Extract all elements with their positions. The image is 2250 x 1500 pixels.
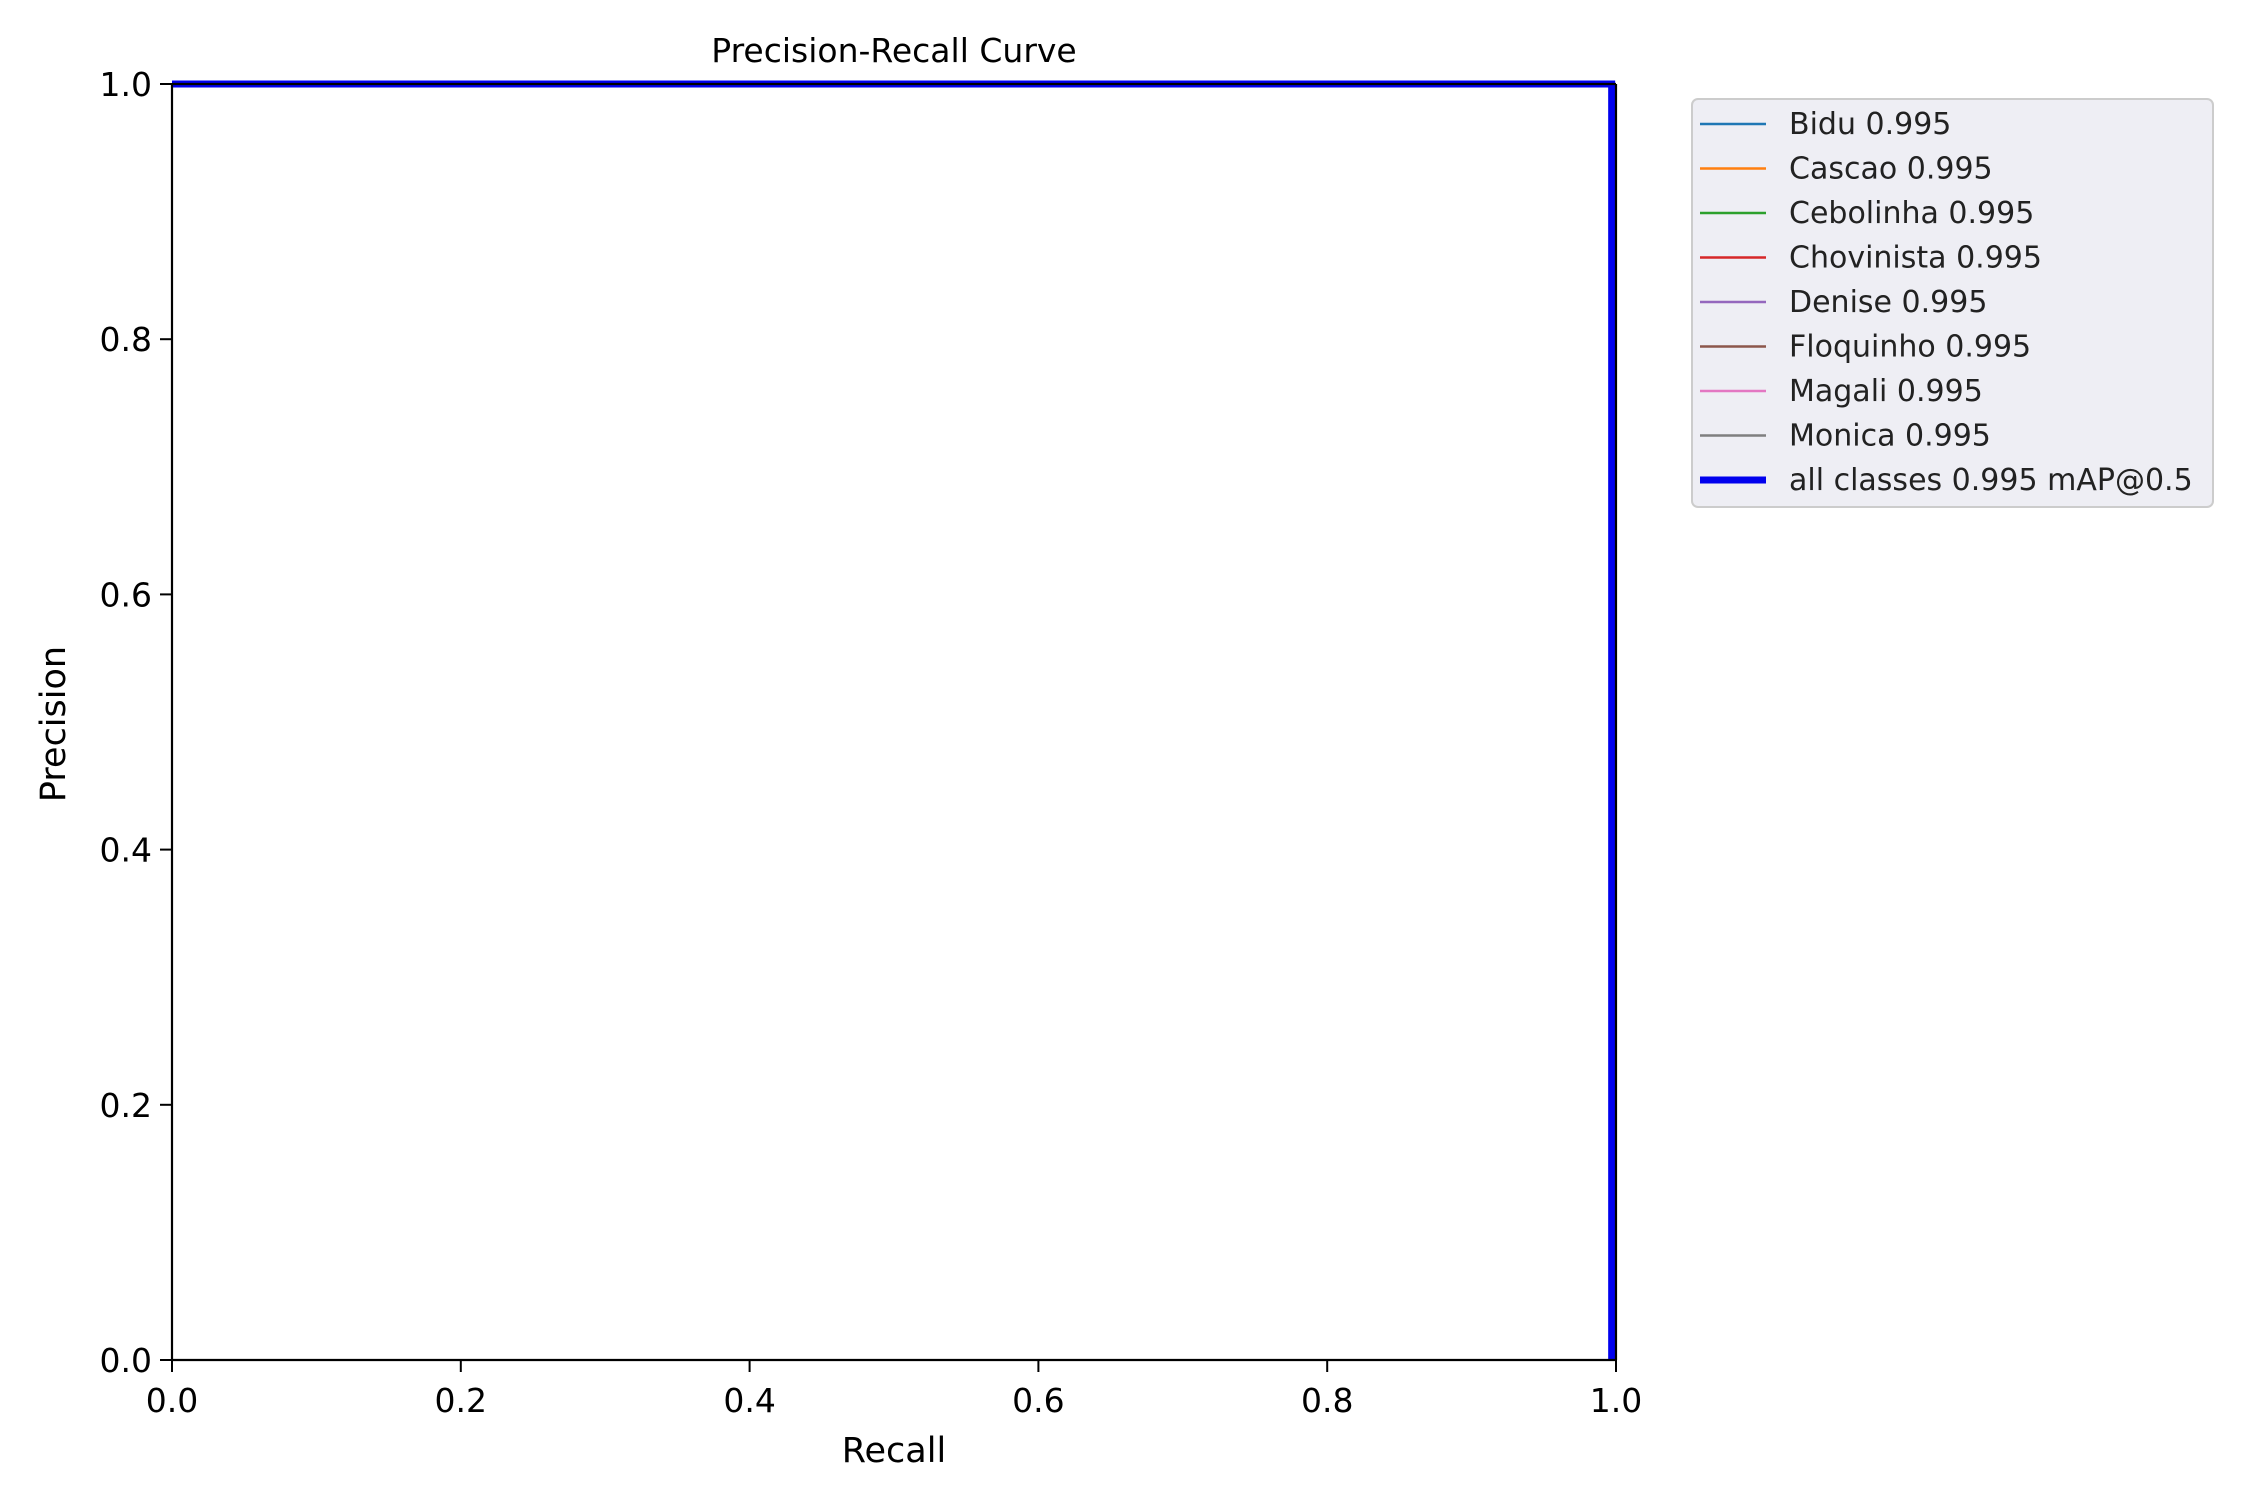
- legend-items: Bidu 0.995 Cascao 0.995 Cebolinha 0.995 Cho…: [1700, 107, 2193, 498]
- legend-box: [1691, 98, 2214, 508]
- y-axis-title: Precision: [34, 646, 74, 802]
- legend-label: Cebolinha 0.995: [1789, 196, 2034, 231]
- x-tick-label: 0.6: [1012, 1381, 1064, 1420]
- x-tick-label: 0.8: [1301, 1381, 1353, 1420]
- legend-label: Cascao 0.995: [1789, 152, 1993, 187]
- legend-label: Floquinho 0.995: [1789, 330, 2031, 365]
- legend-label: Denise 0.995: [1789, 285, 1987, 320]
- x-tick-label: 0.2: [435, 1381, 487, 1420]
- x-tick-label: 0.0: [146, 1381, 198, 1420]
- legend-label: Magali 0.995: [1789, 374, 1983, 409]
- x-tick-label: 1.0: [1590, 1381, 1642, 1420]
- legend-label: Chovinista 0.995: [1789, 241, 2042, 276]
- legend-label: all classes 0.995 mAP@0.5: [1789, 463, 2193, 498]
- x-tick-label: 0.4: [723, 1381, 775, 1420]
- y-tick-label: 0.0: [100, 1341, 152, 1380]
- legend: Bidu 0.995 Cascao 0.995 Cebolinha 0.995 Cho…: [1691, 98, 2214, 508]
- y-tick-label: 0.2: [100, 1086, 152, 1125]
- y-tick-label: 0.4: [100, 831, 152, 870]
- legend-label: Bidu 0.995: [1789, 107, 1951, 142]
- legend-label: Monica 0.995: [1789, 419, 1991, 454]
- chart-title: Precision-Recall Curve: [711, 31, 1076, 70]
- plot-background: [172, 84, 1616, 1360]
- x-axis-ticks: 0.0 0.2 0.4 0.6 0.8 1.0: [146, 1360, 1642, 1420]
- plot-area: [170, 80, 1618, 1362]
- y-tick-label: 0.8: [100, 320, 152, 359]
- y-tick-label: 0.6: [100, 575, 152, 614]
- y-axis-ticks: 0.0 0.2 0.4 0.6 0.8 1.0: [100, 65, 172, 1380]
- x-axis-title: Recall: [842, 1431, 946, 1471]
- y-tick-label: 1.0: [100, 65, 152, 104]
